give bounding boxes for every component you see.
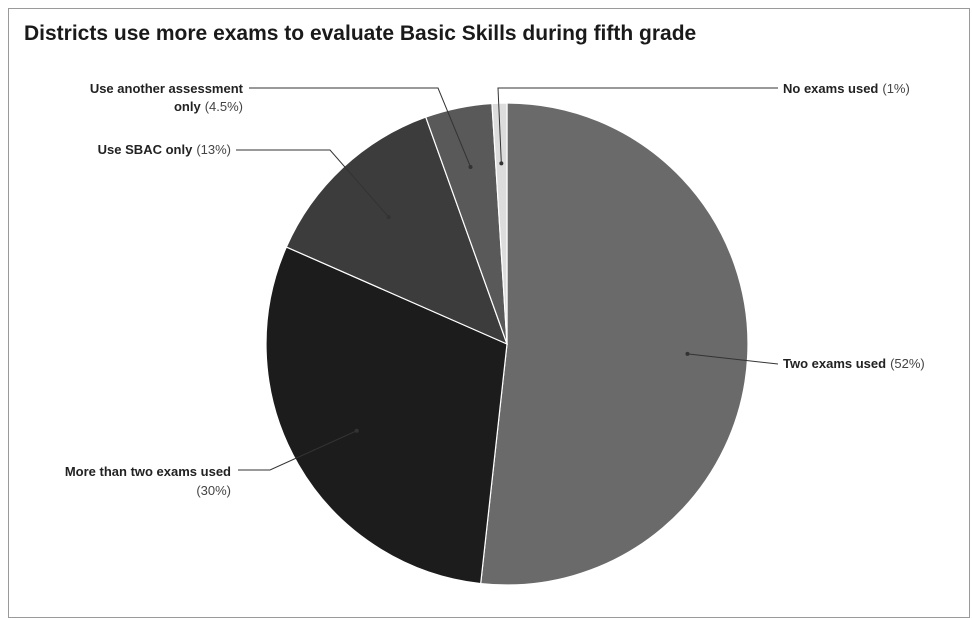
leader-two-exams-dot	[685, 351, 690, 356]
slice-label-sbac-only: Use SBAC only (13%)	[98, 142, 231, 157]
leader-sbac-only	[236, 149, 390, 218]
leader-more-than-two	[238, 430, 357, 471]
slice-label-another-assessment-line2: only (4.5%)	[174, 99, 243, 114]
pie-slices	[265, 102, 749, 586]
leader-more-than-two-dot	[354, 428, 359, 433]
leader-another-assessment-dot	[468, 164, 473, 169]
leader-lines	[236, 87, 779, 471]
slice-sbac-only	[285, 116, 509, 346]
slice-label-more-than-two-line1: More than two exams used	[65, 464, 231, 479]
slice-two-exams	[480, 102, 749, 586]
slice-more-than-two-exams	[265, 246, 508, 585]
leader-two-exams	[687, 353, 779, 365]
leader-sbac-only-dot	[386, 215, 391, 220]
slice-label-two-exams: Two exams used (52%)	[783, 356, 925, 371]
slice-label-more-than-two-line2: (30%)	[196, 483, 231, 498]
leader-no-exams-dot	[499, 161, 504, 166]
chart-title: Districts use more exams to evaluate Bas…	[24, 22, 697, 45]
leader-no-exams	[497, 87, 778, 164]
leader-another-assessment	[249, 87, 471, 168]
slice-label-no-exams: No exams used (1%)	[783, 81, 910, 96]
slice-label-another-assessment-line1: Use another assessment	[90, 81, 244, 96]
